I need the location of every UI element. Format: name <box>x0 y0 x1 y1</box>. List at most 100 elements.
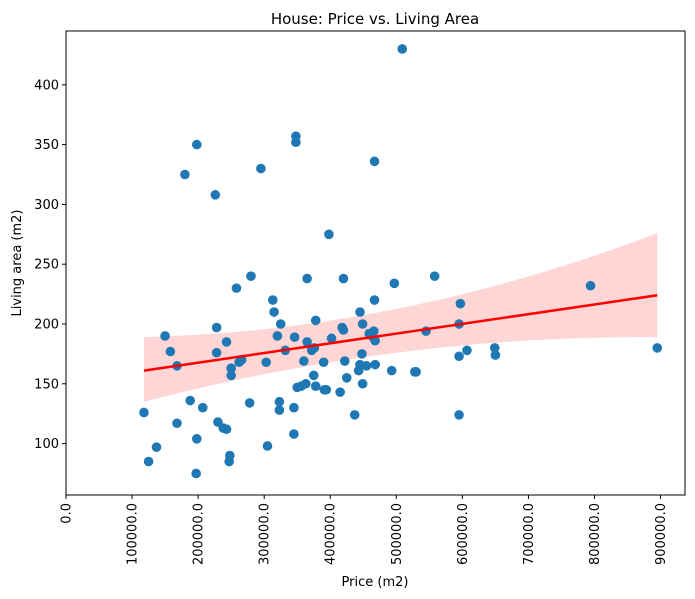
data-point <box>192 139 202 150</box>
data-point <box>338 325 349 335</box>
x-tick-label: 200000.0 <box>192 503 207 565</box>
data-point <box>180 169 190 180</box>
data-point <box>192 433 202 444</box>
data-point <box>274 396 285 407</box>
data-point <box>231 283 242 293</box>
data-point <box>244 398 255 408</box>
plot-frame <box>65 30 686 496</box>
x-axis-label: Price (m2) <box>342 575 409 590</box>
data-point <box>165 346 176 357</box>
data-point <box>455 298 466 309</box>
data-point <box>357 378 368 389</box>
data-point <box>652 343 663 353</box>
x-tick-label: 700000.0 <box>522 503 537 565</box>
data-point <box>335 387 345 397</box>
y-tick-label: 350 <box>34 138 59 153</box>
data-point <box>308 370 319 381</box>
data-point <box>454 351 464 362</box>
data-point <box>462 345 472 356</box>
data-point <box>369 326 379 336</box>
data-point <box>274 405 285 415</box>
data-point <box>261 357 271 368</box>
data-point <box>429 271 440 281</box>
data-point <box>272 331 283 341</box>
data-point <box>210 190 221 200</box>
x-tick-label: 900000.0 <box>654 503 669 565</box>
data-point <box>386 365 397 376</box>
data-point <box>269 307 279 317</box>
data-point <box>324 229 334 240</box>
data-point <box>246 271 256 281</box>
x-tick-label: 500000.0 <box>390 503 405 565</box>
data-point <box>454 410 464 420</box>
data-point <box>310 315 321 326</box>
data-point <box>151 442 162 452</box>
data-point <box>302 273 312 284</box>
data-point <box>185 395 195 406</box>
data-point <box>197 402 208 413</box>
data-point <box>489 343 500 353</box>
data-point <box>370 359 380 370</box>
x-tick-label: 400000.0 <box>324 503 339 565</box>
x-tick-label: 100000.0 <box>126 503 141 565</box>
y-tick-label: 150 <box>34 377 59 392</box>
y-axis-ticks: 100 150 200 250 300 350 400 <box>34 78 66 452</box>
data-point <box>490 350 501 360</box>
x-tick-label: 800000.0 <box>588 503 603 565</box>
data-point <box>262 441 273 451</box>
data-point <box>191 468 201 479</box>
data-point <box>341 373 352 383</box>
y-tick-label: 200 <box>34 317 59 332</box>
data-point <box>301 378 311 389</box>
y-tick-label: 100 <box>34 437 59 452</box>
y-axis-label: Living area (m2) <box>10 210 25 317</box>
data-point <box>370 335 380 346</box>
x-tick-label: 300000.0 <box>258 503 273 565</box>
y-tick-label: 400 <box>34 78 59 93</box>
data-point <box>389 278 400 289</box>
data-point <box>256 163 266 174</box>
data-point <box>275 319 286 329</box>
chart-title: House: Price vs. Living Area <box>271 10 479 28</box>
data-point <box>369 295 380 305</box>
data-point <box>338 273 349 284</box>
data-point <box>318 357 329 368</box>
confidence-band <box>143 233 658 402</box>
data-point <box>310 381 321 391</box>
data-point <box>211 322 222 333</box>
y-tick-label: 300 <box>34 198 59 213</box>
data-point <box>326 333 337 344</box>
y-tick-label: 250 <box>34 258 59 273</box>
data-point <box>160 331 170 341</box>
data-point <box>221 424 232 435</box>
data-point <box>357 319 368 329</box>
data-point <box>226 363 236 374</box>
data-point <box>289 402 299 413</box>
data-point <box>211 347 222 358</box>
data-point <box>349 410 360 420</box>
x-tick-label: 600000.0 <box>456 503 471 565</box>
data-point <box>355 307 365 317</box>
data-point <box>289 429 299 439</box>
data-point <box>139 407 149 418</box>
data-points <box>139 44 663 479</box>
data-point <box>291 131 301 142</box>
data-point <box>369 156 380 167</box>
data-point <box>289 332 300 342</box>
data-point <box>143 456 154 467</box>
data-point <box>411 367 421 377</box>
data-point <box>361 361 372 371</box>
data-point <box>357 349 367 359</box>
data-point <box>172 418 182 429</box>
data-point <box>267 295 278 305</box>
data-point <box>221 337 232 347</box>
data-point <box>225 450 235 461</box>
x-tick-label: 0.0 <box>60 503 75 524</box>
data-point <box>226 370 236 381</box>
regression-line <box>143 294 658 372</box>
data-point <box>339 356 350 366</box>
data-point <box>302 337 312 347</box>
data-point <box>299 356 309 366</box>
data-point <box>397 44 408 54</box>
